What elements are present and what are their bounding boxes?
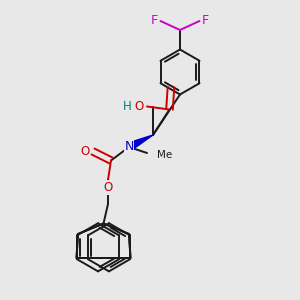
Text: O: O	[134, 100, 143, 113]
Text: F: F	[202, 14, 209, 28]
Text: N: N	[124, 140, 134, 153]
Text: F: F	[151, 14, 158, 28]
Text: H: H	[123, 100, 132, 113]
Text: O: O	[80, 145, 89, 158]
Text: Me: Me	[158, 150, 173, 161]
Text: O: O	[103, 181, 112, 194]
Polygon shape	[127, 135, 153, 151]
